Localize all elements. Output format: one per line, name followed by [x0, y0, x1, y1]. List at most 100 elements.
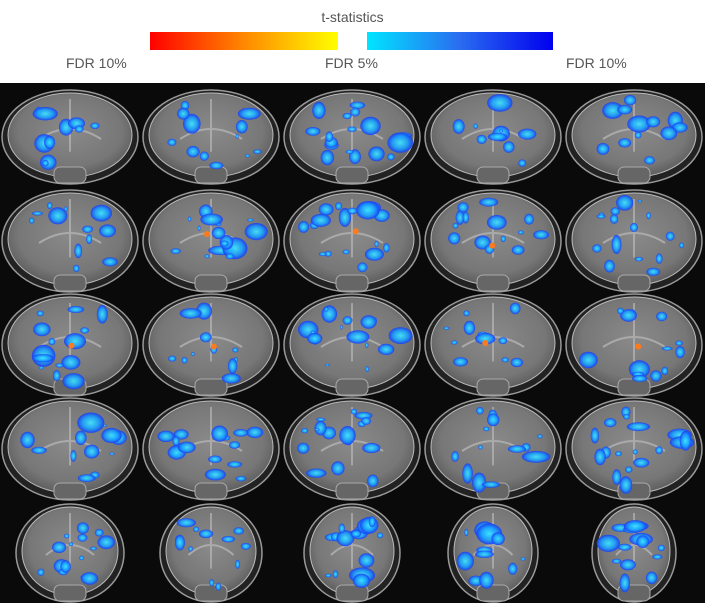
activation-blob: [70, 450, 77, 462]
activation-blob-positive: [635, 343, 642, 350]
activation-blob: [347, 126, 357, 132]
activation-blob: [487, 413, 500, 427]
activation-blob: [82, 225, 93, 233]
activation-blob: [229, 441, 241, 449]
ventricle: [615, 544, 653, 556]
activation-blob: [109, 452, 115, 456]
activation-blob: [646, 116, 661, 128]
activation-blob: [533, 230, 549, 240]
brain-slice: [424, 293, 562, 397]
activation-blob: [476, 407, 484, 415]
brainstem: [335, 378, 369, 396]
activation-blob: [31, 211, 43, 216]
activation-blob: [518, 128, 537, 140]
activation-blob: [77, 474, 96, 482]
activation-blob: [361, 417, 371, 425]
activation-blob: [324, 250, 332, 257]
activation-blob: [616, 195, 634, 211]
activation-blob: [448, 232, 461, 245]
brain-slice: [303, 503, 401, 603]
activation-blob: [452, 119, 465, 134]
activation-blob: [324, 363, 330, 367]
activation-blob: [232, 347, 239, 353]
activation-blob: [64, 333, 86, 350]
activation-blob: [675, 346, 685, 359]
activation-blob: [307, 332, 323, 345]
activation-blob: [350, 530, 362, 538]
activation-blob: [524, 213, 534, 225]
activation-blob: [38, 366, 44, 370]
activation-blob: [679, 431, 692, 451]
activation-blob: [503, 141, 515, 153]
brain-slice: [1, 397, 139, 501]
activation-blob: [316, 417, 326, 422]
activation-blob: [199, 332, 212, 343]
activation-blob: [211, 425, 229, 442]
slice-panel: [0, 83, 705, 603]
activation-blob: [168, 355, 177, 362]
activation-blob: [592, 244, 602, 253]
brain-slice: [565, 397, 703, 501]
activation-blob: [509, 302, 521, 315]
brainstem: [476, 166, 510, 184]
activation-blob: [324, 307, 329, 312]
activation-blob: [650, 370, 662, 382]
activation-blob: [170, 248, 181, 254]
activation-blob: [388, 327, 413, 344]
activation-blob: [661, 366, 669, 376]
colorbar-title: t-statistics: [321, 9, 384, 25]
activation-blob: [623, 414, 630, 420]
activation-blob: [246, 426, 264, 439]
activation-blob: [521, 450, 551, 463]
activation-blob: [625, 466, 633, 473]
activation-blob: [193, 526, 200, 532]
brain-slice: [424, 89, 562, 185]
activation-blob: [204, 468, 226, 481]
brain-slice: [283, 397, 421, 501]
brain-slice: [424, 189, 562, 293]
colorbar-label: FDR 5%: [325, 55, 378, 71]
activation-blob: [99, 224, 116, 238]
ventricle: [187, 544, 235, 556]
activation-blob: [464, 528, 469, 537]
activation-blob: [362, 442, 381, 454]
ventricle: [461, 128, 525, 140]
activation-blob: [456, 551, 474, 571]
activation-blob: [74, 243, 83, 259]
activation-blob: [221, 536, 235, 543]
activation-blob: [179, 308, 202, 319]
activation-blob: [200, 213, 223, 226]
activation-blob: [367, 474, 379, 488]
activation-blob: [191, 352, 195, 356]
activation-blob: [629, 222, 638, 232]
activation-blob: [42, 159, 49, 167]
activation-blob: [517, 230, 524, 235]
activation-blob: [634, 256, 644, 262]
brainstem: [194, 378, 228, 396]
activation-blob: [94, 528, 104, 537]
activation-blob: [483, 426, 490, 432]
colorbar-negative: [367, 32, 553, 50]
brain-slice: [142, 397, 280, 501]
activation-blob: [619, 573, 630, 593]
ventricle: [320, 232, 384, 244]
ventricle: [330, 544, 374, 556]
brain-slice: [1, 89, 139, 185]
activation-blob-positive: [489, 242, 496, 249]
brainstem: [53, 584, 87, 602]
activation-blob: [346, 330, 370, 344]
activation-blob: [360, 116, 381, 136]
activation-blob: [209, 161, 224, 170]
activation-blob: [52, 370, 61, 382]
activation-blob: [211, 226, 226, 240]
activation-blob: [478, 445, 483, 450]
activation-blob: [318, 252, 327, 256]
activation-blob: [227, 358, 238, 374]
brainstem: [194, 274, 228, 292]
activation-blob: [235, 133, 239, 139]
brain-slice: [142, 89, 280, 185]
activation-blob: [233, 527, 245, 535]
activation-blob: [462, 211, 469, 224]
activation-blob: [350, 107, 361, 117]
activation-blob: [655, 446, 663, 455]
